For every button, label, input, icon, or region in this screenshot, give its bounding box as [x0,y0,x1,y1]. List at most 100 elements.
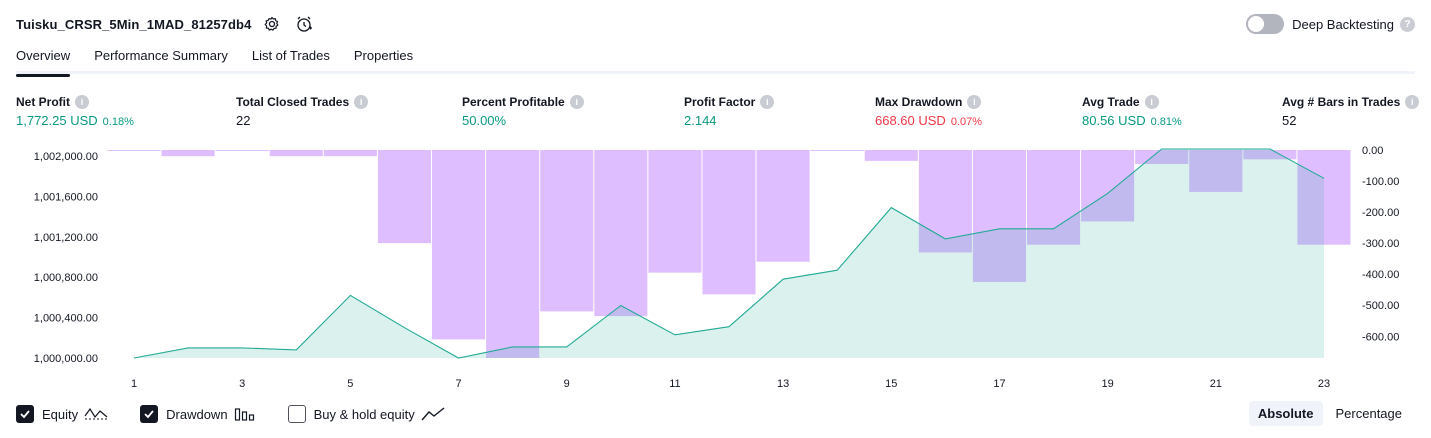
y-right-tick-label: -300.00 [1362,238,1399,250]
drawdown-bar [864,150,918,161]
info-icon[interactable]: i [760,95,775,109]
chart-legend: Equity Drawdown Buy & hold equity [16,404,477,424]
y-left-tick-label: 1,000,400.00 [34,313,98,325]
metric-net-profit: Net Profit i 1,772.25 USD 0.18% [16,94,134,128]
metric-value: 52 [1282,113,1297,128]
metric-profit-factor: Profit Factor i 2.144 [684,94,775,128]
y-left-tick-label: 1,000,000.00 [34,353,98,365]
deep-backtesting-toggle[interactable] [1246,14,1285,34]
metric-label: Percent Profitable [462,95,565,109]
alert-clock-icon[interactable] [293,13,315,35]
drawdown-bar [1189,150,1243,192]
x-tick-label: 13 [777,378,789,390]
y-right-tick-label: -100.00 [1362,176,1399,188]
metric-avg-bars: Avg # Bars in Trades i 52 [1282,94,1420,128]
drawdown-bar [161,150,215,157]
drawdown-bar [594,150,648,317]
info-icon[interactable]: i [569,95,584,109]
help-icon[interactable]: ? [1400,16,1415,32]
drawdown-bar [1081,150,1135,222]
metric-percent: 0.81% [1150,116,1182,128]
metric-total-closed-trades: Total Closed Trades i 22 [236,94,369,128]
metric-percent: 0.18% [102,116,134,128]
absolute-button[interactable]: Absolute [1248,401,1323,426]
buy-hold-line-icon [421,406,445,422]
metric-percent-profitable: Percent Profitable i 50.00% [462,94,584,128]
checkbox-unchecked-icon[interactable] [287,405,306,423]
deep-backtesting-label: Deep Backtesting [1292,16,1394,32]
drawdown-bar [486,150,540,358]
drawdown-bar [648,150,702,273]
x-tick-label: 11 [669,378,680,390]
info-icon[interactable]: i [1405,95,1420,109]
legend-label: Equity [42,406,79,422]
metric-label: Total Closed Trades [236,95,350,109]
y-right-tick-label: -400.00 [1362,269,1399,281]
y-right-tick-label: -600.00 [1362,331,1399,343]
drawdown-bar [540,150,594,312]
tab-performance-summary[interactable]: Performance Summary [94,48,228,63]
x-tick-label: 7 [455,378,461,390]
drawdown-bars-icon [234,406,256,422]
deep-backtesting: Deep Backtesting ? [1246,12,1415,36]
x-tick-label: 9 [564,378,570,390]
metric-value: 80.56 USD [1082,113,1146,128]
y-left-tick-label: 1,001,200.00 [34,232,98,244]
legend-buy-hold[interactable]: Buy & hold equity [287,405,445,423]
x-tick-label: 1 [131,378,137,390]
info-icon[interactable]: i [1144,95,1159,109]
metric-percent: 0.07% [950,116,983,128]
tab-list-of-trades[interactable]: List of Trades [251,48,330,63]
metric-label: Max Drawdown [875,95,963,109]
percentage-button[interactable]: Percentage [1335,406,1403,421]
legend-label: Drawdown [166,406,228,422]
settings-gear-icon[interactable] [261,13,283,35]
x-tick-label: 17 [993,378,1005,390]
strategy-name: Tuisku_CRSR_5Min_1MAD_81257db4 [16,16,252,32]
drawdown-bar [107,150,161,151]
x-tick-label: 21 [1210,378,1222,390]
equity-area [134,149,1324,358]
metric-value: 22 [236,113,251,128]
info-icon[interactable]: i [967,95,982,109]
y-left-tick-label: 1,001,600.00 [34,191,98,203]
info-icon[interactable]: i [75,95,89,109]
report-tabs: Overview Performance Summary List of Tra… [16,42,1415,77]
legend-equity[interactable]: Equity [16,405,108,423]
drawdown-bar [432,150,486,340]
x-tick-label: 5 [347,378,353,390]
y-right-tick-label: -500.00 [1362,300,1399,312]
legend-drawdown[interactable]: Drawdown [140,405,255,423]
y-right-tick-label: 0.00 [1362,145,1383,157]
value-mode-switch: Absolute Percentage [1245,401,1411,426]
info-icon[interactable]: i [354,95,369,109]
metric-value: 50.00% [462,113,507,128]
checkbox-checked-icon[interactable] [140,405,159,423]
metric-avg-trade: Avg Trade i 80.56 USD 0.81% [1082,94,1182,128]
metric-label: Avg # Bars in Trades [1282,95,1401,109]
drawdown-bar [1243,150,1297,160]
drawdown-bar [323,150,377,157]
tab-overview[interactable]: Overview [16,42,71,77]
metric-value: 1,772.25 USD [16,113,98,128]
metric-value: 668.60 USD [875,113,946,128]
metric-max-drawdown: Max Drawdown i 668.60 USD 0.07% [875,94,982,128]
equity-line-icon [84,406,108,422]
equity-line [133,148,1325,359]
equity-drawdown-chart[interactable]: 1,000,000.00 1,000,400.00 1,000,800.00 1,00… [0,140,1431,396]
tab-properties[interactable]: Properties [353,48,414,63]
checkbox-checked-icon[interactable] [16,405,34,423]
x-tick-label: 3 [239,378,245,390]
y-left-tick-label: 1,002,000.00 [34,151,98,163]
x-tick-label: 23 [1318,378,1330,390]
metric-label: Avg Trade [1082,95,1140,109]
y-right-tick-label: -200.00 [1362,207,1399,219]
drawdown-bar [215,150,269,151]
drawdown-bar [756,150,810,262]
drawdown-bar [810,150,864,151]
metric-label: Profit Factor [684,95,756,109]
x-tick-label: 19 [1102,378,1114,390]
metric-label: Net Profit [16,95,70,109]
x-tick-label: 15 [885,378,897,390]
drawdown-bar [377,150,431,244]
